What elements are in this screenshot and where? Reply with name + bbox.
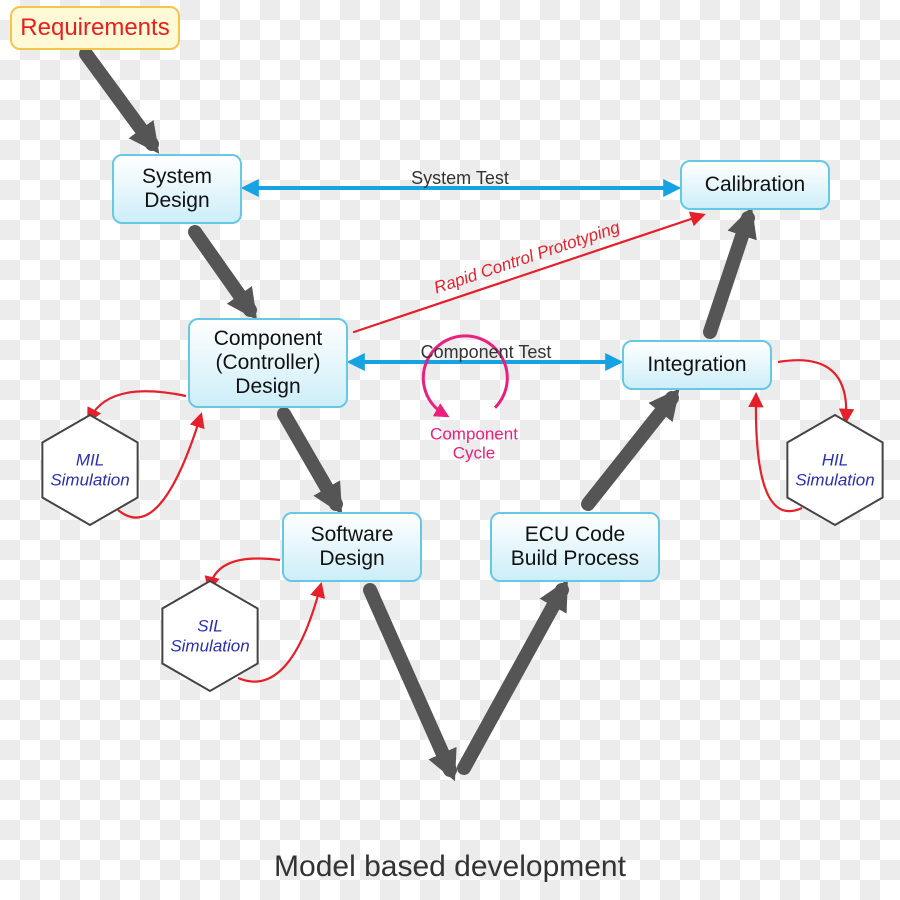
node-mil-label: MILSimulation [50, 450, 129, 489]
test-arrow-label-0: System Test [411, 168, 509, 189]
sim-loop-arrow-4 [778, 360, 846, 418]
node-integration: Integration [622, 340, 772, 390]
flow-arrow-2 [284, 414, 336, 504]
node-ecu_build: ECU CodeBuild Process [490, 512, 660, 582]
flow-arrow-3 [370, 590, 450, 770]
flow-arrow-6 [710, 218, 748, 332]
node-sil-label: SILSimulation [170, 616, 249, 655]
flow-arrow-0 [86, 54, 152, 144]
rapid-prototyping-arrow [354, 216, 700, 332]
diagram-title: Model based development [274, 850, 626, 884]
node-system_design: SystemDesign [112, 154, 242, 224]
flow-arrow-4 [464, 590, 562, 768]
node-component_design: Component(Controller)Design [188, 318, 348, 408]
node-hil-label: HILSimulation [795, 450, 874, 489]
node-software_design: SoftwareDesign [282, 512, 422, 582]
node-requirements: Requirements [10, 6, 180, 50]
flow-arrow-1 [195, 232, 250, 310]
sim-loop-arrow-2 [210, 558, 280, 586]
component-cycle-label: ComponentCycle [430, 425, 518, 462]
sim-loop-arrow-0 [90, 391, 186, 418]
flow-arrow-5 [588, 398, 672, 504]
test-arrow-label-1: Component Test [421, 342, 552, 363]
node-calibration: Calibration [680, 160, 830, 210]
